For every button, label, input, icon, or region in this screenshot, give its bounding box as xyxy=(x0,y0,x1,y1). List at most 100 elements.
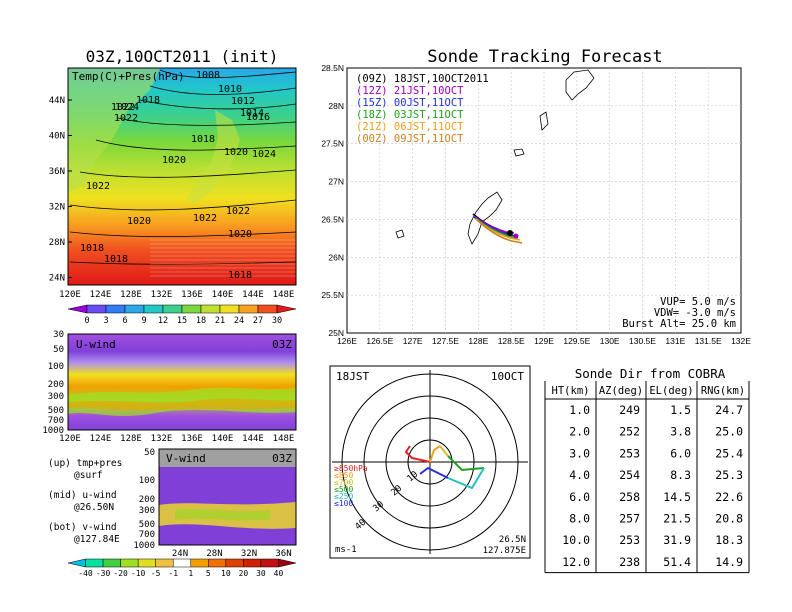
wind-colorbar-label: 20 xyxy=(239,569,249,578)
tracking-lon-tick: 130E xyxy=(600,336,620,346)
table-cell: 31.9 xyxy=(663,533,691,547)
tracking-lat-tick: 25N xyxy=(328,328,344,338)
table-cell: 25.3 xyxy=(715,468,743,482)
uwind-x-tick: 140E xyxy=(212,434,234,444)
uwind-frame xyxy=(67,333,297,431)
wind-colorbar-swatch xyxy=(67,558,86,568)
table-cell: 258 xyxy=(619,490,640,504)
section-legend-line: @127.84E xyxy=(74,534,120,545)
pressure-label: 1020 xyxy=(228,229,252,240)
pressure-label: 1022 xyxy=(86,181,110,192)
polar-level: ≤250 xyxy=(334,492,353,501)
uwind-y-tick: 30 xyxy=(53,330,64,340)
tracking-legend-item: (21Z) 06JST,11OCT xyxy=(356,121,464,133)
pressure-label: 1024 xyxy=(115,102,139,113)
table-cell: 14.9 xyxy=(715,555,743,569)
continent-land xyxy=(68,68,160,192)
wind-colorbar-swatch xyxy=(208,558,227,568)
colorbar-swatch xyxy=(276,304,297,314)
table-cell: 253 xyxy=(619,446,640,460)
temperature-colorbar: 0 3 6 9 12 15 18 21 24 27 30 xyxy=(67,304,297,326)
polar-level: ≤100 xyxy=(334,499,353,508)
table-cell: 6.0 xyxy=(569,490,590,504)
small-island xyxy=(395,229,405,239)
colorbar-label: 6 xyxy=(122,316,127,326)
pressure-label: 1018 xyxy=(228,270,252,281)
vwind-y-tick: 700 xyxy=(139,530,155,540)
okinawa-island xyxy=(467,191,503,245)
small-island xyxy=(513,148,525,157)
wind-colorbar-label: 5 xyxy=(206,569,211,578)
table-cell: 10.0 xyxy=(562,533,590,547)
tracking-lat-tick: 25.5N xyxy=(321,290,344,300)
lat-tick-label: 44N xyxy=(49,96,65,106)
tracking-legend-item: (09Z) 18JST,10OCT2011 xyxy=(356,73,489,85)
uwind-x-tick: 132E xyxy=(151,434,173,444)
map-label: Temp(C)+Pres(hPa) xyxy=(72,70,185,83)
table-cell: 20.8 xyxy=(715,512,743,526)
tracking-lon-tick: 128E xyxy=(468,336,488,346)
pressure-label: 1010 xyxy=(218,84,242,95)
lat-tick-label: 32N xyxy=(49,203,65,213)
colorbar-label: 27 xyxy=(253,316,263,326)
amami-island xyxy=(565,69,595,101)
wind-colorbar-label: 1 xyxy=(188,569,193,578)
wind-colorbar-swatch xyxy=(137,558,156,568)
wind-colorbar-swatch xyxy=(85,558,104,568)
polar-date: 10OCT xyxy=(491,370,524,383)
pressure-label: 1018 xyxy=(191,134,215,145)
polar-level: ≤700 xyxy=(334,478,353,487)
lat-tick-label: 28N xyxy=(49,238,65,248)
polar-time: 18JST xyxy=(336,370,369,383)
wind-colorbar-swatch xyxy=(190,558,209,568)
colorbar-label: 30 xyxy=(272,316,282,326)
polar-level: ≤500 xyxy=(334,485,353,494)
lon-tick-label: 120E xyxy=(59,290,81,300)
table-cell: 238 xyxy=(619,555,640,569)
vwind-x-tick: 24N xyxy=(172,549,188,559)
tracking-lon-tick: 128.5E xyxy=(498,336,525,346)
wind-colorbar-label: 10 xyxy=(221,569,231,578)
tracking-param: VDW= -3.0 m/s xyxy=(654,307,736,319)
small-island xyxy=(539,111,549,131)
colorbar-swatch xyxy=(105,304,126,314)
wind-colorbar-label: -30 xyxy=(96,569,111,578)
sonde-tracks xyxy=(472,213,523,244)
polar-level-legend: ≥850hPa≤850≤700≤500≤250≤100 xyxy=(334,464,368,508)
left-panel-title: 03Z,10OCT2011 (init) xyxy=(86,47,279,66)
colorbar-label: 3 xyxy=(103,316,108,326)
cobra-table: HT(km) AZ(deg) EL(deg) RNG(km) 1.0 249 1.5 24.7… xyxy=(544,381,750,574)
sonde-track xyxy=(476,219,523,244)
polar-lat: 26.5N xyxy=(499,535,526,545)
wind-colorbar-label: -1 xyxy=(168,569,178,578)
tracking-lon-ticks: 126E 126.5E 127E 127.5E 128E 128.5E 129E 129.5E… xyxy=(337,336,751,346)
uwind-x-tick: 124E xyxy=(90,434,112,444)
pressure-label: 1022 xyxy=(111,102,135,113)
pressure-label: 1012 xyxy=(231,96,255,107)
tracking-lon-tick: 129E xyxy=(534,336,554,346)
tracking-legend-item: (00Z) 09JST,11OCT xyxy=(356,133,464,145)
vwind-x-tick: 36N xyxy=(275,549,291,559)
table-cell: 1.5 xyxy=(670,403,691,417)
vwind-time: 03Z xyxy=(272,452,292,465)
uwind-x-tick: 148E xyxy=(273,434,295,444)
tracking-legend-item: (18Z) 03JST,11OCT xyxy=(356,109,464,121)
colorbar-label: 24 xyxy=(234,316,244,326)
wind-colorbar-swatch xyxy=(225,558,244,568)
colorbar-swatch xyxy=(219,304,240,314)
table-cell: 18.3 xyxy=(715,533,743,547)
uwind-x-tick: 128E xyxy=(120,434,142,444)
table-cell: 24.7 xyxy=(715,403,743,417)
uwind-y-tick: 1000 xyxy=(42,426,64,436)
colorbar-swatch xyxy=(162,304,183,314)
wind-colorbar-swatch xyxy=(172,558,192,568)
pressure-labels: 1008101010121014101610181018101810181018… xyxy=(80,70,276,281)
hatch-lines xyxy=(150,239,296,277)
table-cell: 254 xyxy=(619,468,640,482)
polar-lon: 127.875E xyxy=(483,546,526,556)
tracking-lat-tick: 27N xyxy=(328,177,344,187)
pressure-label: 1022 xyxy=(226,206,250,217)
uwind-y-tick: 200 xyxy=(48,380,64,390)
uwind-y-tick: 100 xyxy=(48,362,64,372)
